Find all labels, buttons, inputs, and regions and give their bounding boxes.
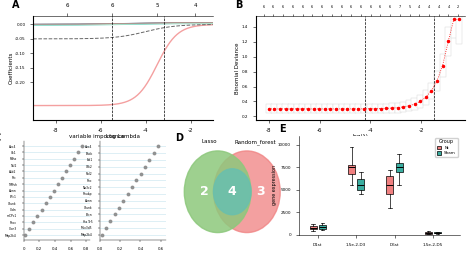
Bar	[383, 104, 390, 113]
Bar	[322, 104, 328, 113]
Bar	[288, 104, 294, 113]
Bar	[428, 83, 435, 99]
Text: A: A	[11, 0, 19, 10]
Bar	[271, 104, 277, 113]
Bar	[395, 103, 401, 112]
Bar	[451, 1, 457, 38]
Bar	[350, 104, 356, 113]
Text: B: B	[235, 0, 243, 10]
Bar	[361, 104, 367, 113]
Title: variable importance: variable importance	[69, 134, 125, 139]
Text: E: E	[279, 124, 286, 134]
Bar	[283, 104, 289, 113]
Legend: Nt, Sham: Nt, Sham	[435, 138, 458, 157]
Bar	[310, 104, 317, 113]
Bar	[338, 104, 345, 113]
Bar	[333, 104, 339, 113]
PathPatch shape	[386, 176, 393, 194]
Text: 2: 2	[200, 185, 209, 198]
Bar	[417, 95, 423, 108]
Text: D: D	[175, 133, 183, 143]
Bar	[445, 27, 451, 56]
Text: Random_forest: Random_forest	[234, 139, 276, 145]
Y-axis label: Binomial Deviance: Binomial Deviance	[236, 42, 240, 94]
PathPatch shape	[434, 232, 441, 233]
Bar	[294, 104, 300, 113]
PathPatch shape	[396, 163, 402, 172]
Bar	[366, 104, 373, 113]
Bar	[456, 0, 463, 44]
Bar	[356, 104, 362, 113]
PathPatch shape	[310, 226, 317, 229]
PathPatch shape	[425, 232, 432, 234]
Bar	[316, 104, 322, 113]
Bar	[400, 102, 406, 112]
Bar	[299, 104, 305, 113]
Bar	[434, 71, 440, 91]
Bar	[389, 103, 395, 113]
Text: 3: 3	[256, 185, 264, 198]
PathPatch shape	[319, 225, 326, 229]
Bar	[328, 104, 333, 113]
Circle shape	[213, 169, 251, 215]
PathPatch shape	[348, 165, 355, 174]
Y-axis label: Coefficients: Coefficients	[9, 52, 14, 84]
Bar	[372, 104, 378, 113]
Text: C: C	[0, 133, 1, 143]
Text: 4: 4	[228, 185, 237, 198]
Bar	[344, 104, 350, 113]
Bar	[378, 104, 384, 113]
Bar	[411, 98, 418, 110]
Text: Lasso: Lasso	[201, 139, 217, 144]
Y-axis label: gene expression: gene expression	[272, 165, 277, 205]
Circle shape	[184, 151, 251, 233]
Bar	[305, 104, 311, 113]
Bar	[423, 90, 429, 105]
Circle shape	[213, 151, 280, 233]
X-axis label: Log Lambda: Log Lambda	[106, 134, 140, 139]
Bar	[406, 100, 412, 111]
Bar	[277, 104, 283, 113]
PathPatch shape	[357, 179, 364, 190]
Bar	[265, 104, 272, 113]
X-axis label: log(λ): log(λ)	[352, 134, 368, 139]
Bar	[439, 54, 446, 78]
